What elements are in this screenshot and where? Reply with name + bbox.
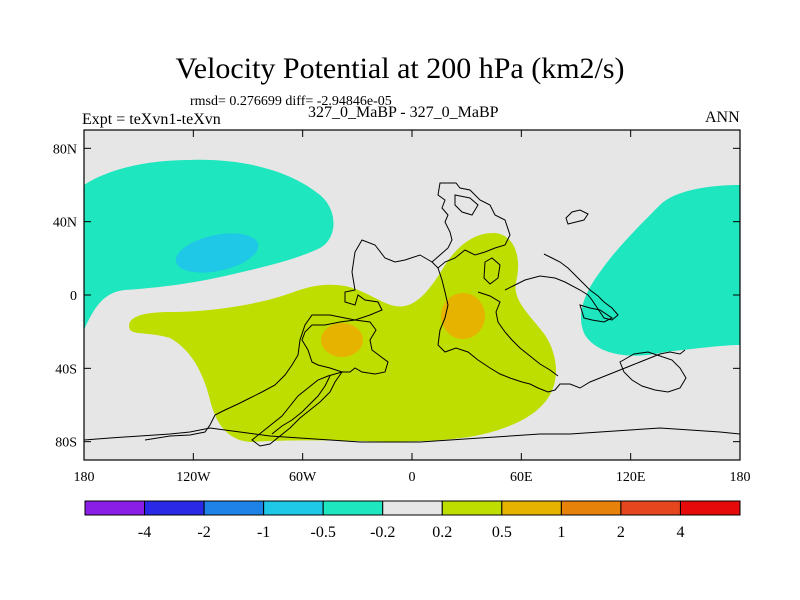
coastline-asia (504, 253, 619, 321)
coastline-patagonia (271, 375, 331, 435)
coastline-maritime-continent (579, 304, 613, 323)
coastline-australia (619, 351, 687, 393)
colorbar-label: -0.2 (370, 524, 395, 541)
coastline-greenland (454, 194, 479, 216)
colorbar-box (441, 500, 503, 516)
colorbar-label: -4 (138, 524, 151, 541)
colorbar-label: 0.5 (492, 524, 512, 541)
axis-ticks: 180 120W 60W 0 60E 120E 180 80N 40N 0 40S 80S (53, 130, 751, 485)
y-tick-label: 80N (53, 142, 77, 157)
colorbar-label: 1 (557, 524, 565, 541)
stats-text: rmsd= 0.276699 diff= -2.94846e-05 (190, 94, 392, 109)
colorbar-box (84, 500, 146, 516)
coastline-africa-east (477, 291, 559, 377)
coastline-antarctica (84, 427, 740, 443)
case-label: 327_0_MaBP - 327_0_MaBP (308, 104, 499, 121)
season-label: ANN (705, 109, 740, 126)
experiment-label: Expt = teXvn1-teXvn (82, 111, 221, 128)
coastline-europe-africa (437, 267, 686, 393)
colorbar-box (679, 500, 741, 516)
x-tick-label: 180 (730, 470, 751, 485)
y-tick-label: 40N (53, 216, 77, 231)
north-pacific-core (175, 233, 259, 273)
colorbar-label: -2 (197, 524, 210, 541)
colorbar-box (322, 500, 384, 516)
x-tick-label: 60W (289, 470, 317, 485)
contour-fills (84, 159, 740, 442)
south-america-max (321, 323, 363, 357)
colorbar-label: -1 (257, 524, 270, 541)
colorbar-box (263, 500, 324, 516)
colorbar-box (560, 500, 622, 516)
colorbar-box (501, 500, 562, 516)
x-tick-label: 120E (616, 470, 646, 485)
colorbar-label: -0.5 (311, 524, 336, 541)
colorbar-box (382, 500, 443, 516)
x-tick-label: 60E (510, 470, 533, 485)
colorbar-box (203, 500, 265, 516)
y-tick-label: 80S (55, 436, 77, 451)
coastline-central-america (144, 239, 433, 441)
coastline-south-america (301, 319, 389, 375)
colorbar-label: 4 (676, 524, 684, 541)
colorbar-box (144, 500, 205, 516)
x-tick-label: 0 (409, 470, 416, 485)
chart-title: Velocity Potential at 200 hPa (km2/s) (175, 52, 625, 85)
coastline-north-america (431, 182, 511, 269)
colorbar-label: 2 (617, 524, 625, 541)
coastline-south-america-tail (251, 371, 344, 447)
y-tick-label: 40S (55, 362, 77, 377)
x-tick-label: 180 (74, 470, 95, 485)
colorbar-label: 0.2 (432, 524, 452, 541)
colorbar-box (620, 500, 681, 516)
africa-max (441, 293, 485, 339)
x-tick-label: 120W (176, 470, 211, 485)
coastline-east-asia (565, 209, 589, 225)
colorbar: -4 -2 -1 -0.5 -0.2 0.2 0.5 1 2 4 (84, 500, 741, 541)
coastline-arabia (483, 257, 501, 285)
coastlines (84, 182, 740, 447)
indian-ocean-negative-region (580, 185, 740, 356)
y-tick-label: 0 (70, 289, 77, 304)
